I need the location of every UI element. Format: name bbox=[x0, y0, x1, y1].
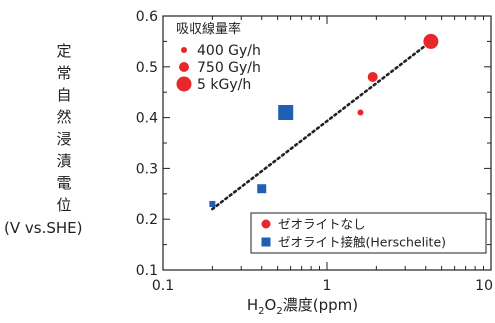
size-legend-label: 400 Gy/h bbox=[197, 43, 261, 59]
size-legend-label: 750 Gy/h bbox=[197, 60, 261, 76]
size-legend-title: 吸収線量率 bbox=[176, 21, 241, 37]
y-axis-label-char: 位 bbox=[56, 196, 72, 214]
y-axis-label-char: 自 bbox=[56, 86, 72, 104]
x-axis-label: H2O2濃度(ppm) bbox=[0, 294, 495, 317]
y-axis-label-char: 浸 bbox=[56, 130, 72, 148]
data-point-circle bbox=[357, 109, 364, 116]
trendline-path bbox=[211, 40, 433, 211]
y-tick-label: 0.5 bbox=[136, 60, 158, 76]
data-point-circle bbox=[423, 33, 439, 49]
size-legend-marker bbox=[179, 62, 189, 72]
marker-legend-box bbox=[250, 212, 487, 254]
marker-legend-circle bbox=[261, 219, 271, 229]
x-tick-label: 0.1 bbox=[152, 278, 174, 294]
x-label-sub2: 2 bbox=[276, 306, 283, 317]
x-tick-label: 1 bbox=[323, 278, 332, 294]
x-label-o: O bbox=[264, 296, 277, 314]
marker-legend-label: ゼオライト接触(Herschelite) bbox=[278, 235, 446, 250]
data-point-circle bbox=[367, 71, 378, 82]
y-axis-unit: (V vs.SHE) bbox=[4, 219, 83, 237]
size-legend-marker bbox=[176, 76, 192, 92]
data-point-square bbox=[257, 184, 267, 194]
y-tick-label: 0.1 bbox=[136, 263, 158, 279]
y-axis-label-char: 然 bbox=[56, 108, 72, 126]
y-tick-label: 0.4 bbox=[136, 111, 158, 127]
y-tick-label: 0.3 bbox=[136, 161, 158, 177]
axis-ticks: 0.1 0.2 0.3 0.4 0.5 0.6 0.1 1 10 bbox=[136, 9, 493, 294]
x-label-rest: 濃度(ppm) bbox=[282, 296, 359, 314]
x-label-sub1: 2 bbox=[258, 306, 265, 317]
y-tick-label: 0.6 bbox=[136, 9, 158, 25]
marker-legend-label: ゼオライトなし bbox=[278, 217, 366, 232]
y-axis-label: 定常自然浸漬電位 bbox=[52, 40, 76, 216]
x-tick-label: 10 bbox=[475, 278, 493, 294]
data-points bbox=[209, 33, 439, 207]
y-axis-label-char: 常 bbox=[56, 64, 72, 82]
y-axis-label-char: 定 bbox=[56, 42, 72, 60]
marker-legend-square bbox=[261, 237, 271, 247]
data-point-square bbox=[278, 105, 294, 121]
x-label-h: H bbox=[246, 296, 259, 314]
y-tick-label: 0.2 bbox=[136, 212, 158, 228]
size-legend-marker bbox=[181, 47, 187, 53]
y-axis-label-char: 漬 bbox=[56, 152, 72, 170]
y-axis-label-char: 電 bbox=[56, 174, 72, 192]
trendline bbox=[211, 40, 433, 211]
data-point-square bbox=[209, 200, 216, 207]
size-legend-label: 5 kGy/h bbox=[197, 77, 251, 93]
